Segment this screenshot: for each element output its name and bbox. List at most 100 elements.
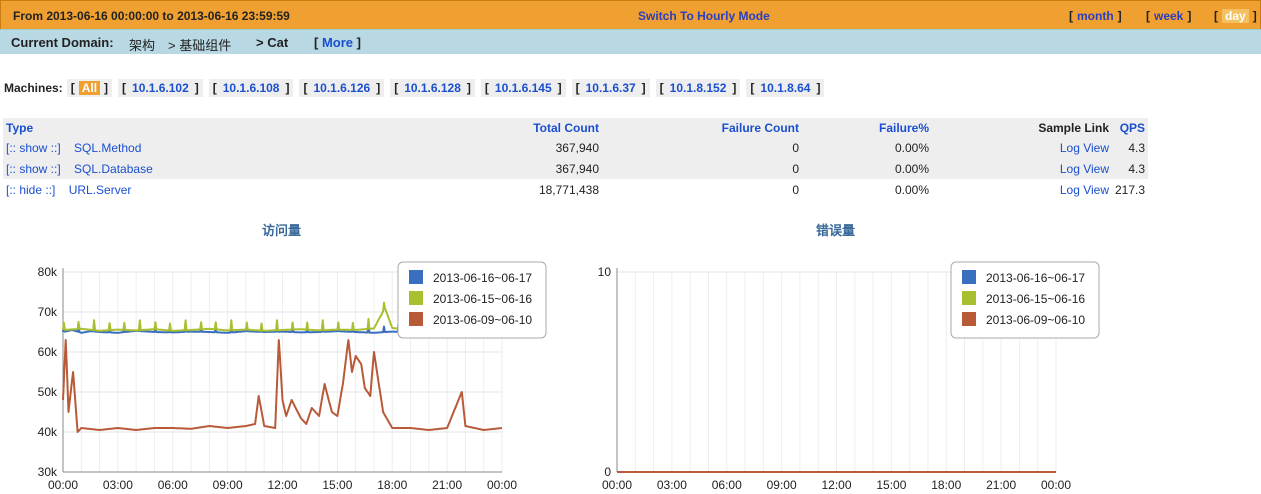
machine-item: [10.1.6.37] bbox=[571, 79, 650, 97]
type-cell: [:: hide ::] URL.Server bbox=[3, 179, 428, 200]
y-tick-label: 50k bbox=[38, 385, 58, 399]
legend-swatch bbox=[409, 291, 423, 305]
col-failure-pct[interactable]: Failure% bbox=[802, 118, 932, 137]
table-row: [:: hide ::] URL.Server 18,771,438 0 0.0… bbox=[3, 179, 1148, 200]
series-line-2 bbox=[62, 339, 503, 433]
failure-pct-cell: 0.00% bbox=[802, 137, 932, 158]
x-tick-label: 00:00 bbox=[1041, 478, 1071, 492]
machine-link[interactable]: 10.1.6.126 bbox=[313, 81, 371, 95]
show-toggle-link[interactable]: [:: show ::] bbox=[6, 140, 61, 155]
failure-count-cell: 0 bbox=[602, 158, 802, 179]
breadcrumb-component[interactable]: > 基础组件 bbox=[168, 38, 232, 53]
date-range-bar: From 2013-06-16 00:00:00 to 2013-06-16 2… bbox=[0, 0, 1261, 30]
type-name-link[interactable]: SQL.Method bbox=[74, 140, 142, 155]
qps-cell: 217.3 bbox=[1115, 182, 1146, 197]
total-count-cell: 18,771,438 bbox=[538, 182, 599, 197]
legend-swatch bbox=[409, 270, 423, 284]
transaction-table: Type Total Count Failure Count Failure% … bbox=[3, 118, 1149, 200]
x-tick-label: 21:00 bbox=[986, 478, 1016, 492]
show-toggle-link[interactable]: [:: show ::] bbox=[6, 161, 61, 176]
legend-label: 2013-06-09~06-10 bbox=[986, 313, 1085, 327]
log-view-link[interactable]: Log View bbox=[1059, 161, 1109, 176]
failure-count-cell: 0 bbox=[602, 137, 802, 158]
mode-day: [day] bbox=[1214, 9, 1257, 23]
month-link[interactable]: month bbox=[1077, 9, 1114, 23]
machine-item: [10.1.6.145] bbox=[480, 79, 566, 97]
hide-toggle-link[interactable]: [:: hide ::] bbox=[6, 182, 56, 197]
type-cell: [:: show ::] SQL.Method bbox=[3, 137, 428, 158]
col-qps[interactable]: QPS bbox=[1112, 118, 1149, 137]
type-name-link[interactable]: URL.Server bbox=[68, 182, 132, 197]
log-view-link[interactable]: Log View bbox=[1059, 182, 1109, 197]
x-tick-label: 00:00 bbox=[602, 478, 632, 492]
legend-label: 2013-06-15~06-16 bbox=[986, 292, 1085, 306]
machine-link[interactable]: 10.1.8.64 bbox=[760, 81, 811, 95]
x-tick-label: 00:00 bbox=[487, 478, 517, 492]
x-tick-label: 09:00 bbox=[213, 478, 243, 492]
x-tick-label: 18:00 bbox=[931, 478, 961, 492]
machine-link[interactable]: 10.1.6.128 bbox=[404, 81, 461, 95]
col-failure-count[interactable]: Failure Count bbox=[602, 118, 802, 137]
chart-0: 30k 40k 50k 60k 70k 80k 00:00 03:00 06:00 09:00 12… bbox=[38, 261, 547, 492]
type-name-link[interactable]: SQL.Database bbox=[74, 161, 153, 176]
chart-legend: 2013-06-16~06-17 2013-06-15~06-16 2013-06-… bbox=[397, 261, 547, 339]
y-tick-label: 80k bbox=[38, 265, 58, 279]
col-type[interactable]: Type bbox=[3, 118, 428, 137]
legend-label: 2013-06-16~06-17 bbox=[986, 271, 1085, 285]
qps-cell: 4.3 bbox=[1112, 137, 1149, 158]
y-tick-label: 30k bbox=[38, 465, 58, 479]
col-sample-link: Sample Link bbox=[932, 118, 1112, 137]
x-tick-label: 06:00 bbox=[712, 478, 742, 492]
more-button[interactable]: More bbox=[321, 35, 354, 50]
machine-item: [10.1.6.108] bbox=[208, 79, 294, 97]
chart-legend: 2013-06-16~06-17 2013-06-15~06-16 2013-06-… bbox=[950, 261, 1100, 339]
y-tick-label: 60k bbox=[38, 345, 58, 359]
machine-item: [10.1.8.64] bbox=[746, 79, 825, 97]
machine-all: [All] bbox=[66, 79, 113, 97]
current-domain-value: 架构 bbox=[129, 38, 156, 53]
switch-hourly-mode-link[interactable]: Switch To Hourly Mode bbox=[638, 9, 770, 23]
type-cell: [:: show ::] SQL.Database bbox=[3, 158, 428, 179]
machines-label: Machines: bbox=[4, 81, 63, 95]
machine-link[interactable]: 10.1.6.102 bbox=[132, 81, 189, 95]
chart-title-errors: 错误量 bbox=[816, 223, 856, 238]
total-count-cell: 367,940 bbox=[428, 137, 602, 158]
x-tick-label: 00:00 bbox=[48, 478, 78, 492]
machine-filter: Machines:[All] [10.1.6.102] [10.1.6.108] [1… bbox=[4, 79, 830, 97]
col-total-count[interactable]: Total Count bbox=[428, 118, 602, 137]
machine-link[interactable]: 10.1.6.108 bbox=[222, 81, 280, 95]
machine-link[interactable]: 10.1.6.37 bbox=[585, 81, 636, 95]
legend-swatch bbox=[962, 291, 976, 305]
legend-swatch bbox=[962, 312, 976, 326]
chart-title-visits: 访问量 bbox=[262, 223, 302, 238]
machine-item: [10.1.6.126] bbox=[299, 79, 385, 97]
x-tick-label: 09:00 bbox=[767, 478, 797, 492]
failure-pct-cell: 0.00% bbox=[802, 158, 932, 179]
x-tick-label: 06:00 bbox=[158, 478, 188, 492]
qps-cell: 4.3 bbox=[1112, 158, 1149, 179]
machine-item: [10.1.8.152] bbox=[655, 79, 741, 97]
day-link[interactable]: day bbox=[1222, 9, 1249, 23]
x-tick-label: 21:00 bbox=[432, 478, 462, 492]
mode-week: [week] bbox=[1146, 9, 1192, 23]
log-view-link[interactable]: Log View bbox=[1059, 140, 1109, 155]
machine-link[interactable]: 10.1.8.152 bbox=[669, 81, 727, 95]
domain-breadcrumb-bar: Current Domain: 架构 > 基础组件 > Cat [ More ] bbox=[0, 29, 1261, 54]
breadcrumb-cat[interactable]: > Cat bbox=[256, 35, 289, 50]
week-link[interactable]: week bbox=[1154, 9, 1184, 23]
x-tick-label: 18:00 bbox=[377, 478, 407, 492]
x-tick-label: 03:00 bbox=[103, 478, 133, 492]
more-domains: [ More ] bbox=[314, 35, 361, 50]
x-tick-label: 15:00 bbox=[322, 478, 352, 492]
x-tick-label: 12:00 bbox=[821, 478, 851, 492]
x-tick-label: 03:00 bbox=[657, 478, 687, 492]
machine-item: [10.1.6.128] bbox=[390, 79, 475, 97]
chart-1: 0 10 00:00 03:00 06:00 09:00 12:00 15:00 18:00 21… bbox=[598, 261, 1100, 492]
legend-box bbox=[397, 261, 547, 339]
machine-all-button[interactable]: All bbox=[78, 81, 101, 95]
failure-pct-cell: 0.00% bbox=[894, 182, 929, 197]
y-tick-label: 0 bbox=[604, 465, 611, 479]
y-tick-label: 40k bbox=[38, 425, 58, 439]
machine-link[interactable]: 10.1.6.145 bbox=[494, 81, 552, 95]
